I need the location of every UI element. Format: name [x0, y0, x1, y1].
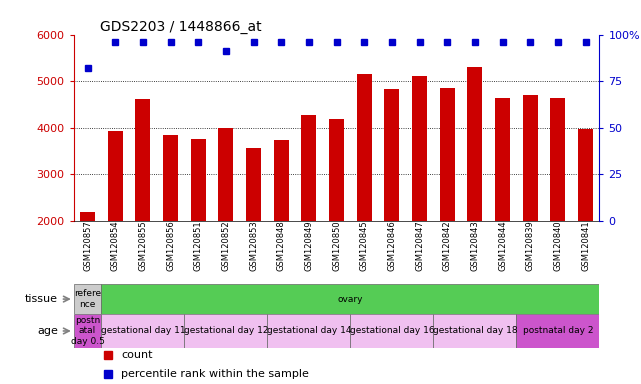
Bar: [495, 98, 510, 221]
Text: tissue: tissue: [25, 294, 58, 304]
Bar: [267, 314, 351, 348]
Text: GSM120848: GSM120848: [277, 221, 286, 271]
Text: GSM120854: GSM120854: [111, 221, 120, 271]
Text: GSM120841: GSM120841: [581, 221, 590, 271]
Text: GSM120839: GSM120839: [526, 221, 535, 271]
Text: GSM120857: GSM120857: [83, 221, 92, 271]
Bar: [246, 148, 261, 221]
Bar: [440, 88, 455, 221]
Bar: [433, 314, 517, 348]
Bar: [467, 67, 483, 221]
Text: GSM120844: GSM120844: [498, 221, 507, 271]
Bar: [190, 139, 206, 221]
Bar: [163, 135, 178, 221]
Bar: [517, 314, 599, 348]
Text: GSM120846: GSM120846: [387, 221, 396, 271]
Text: gestational day 18: gestational day 18: [433, 326, 517, 336]
Bar: [329, 119, 344, 221]
Text: GSM120843: GSM120843: [470, 221, 479, 271]
Bar: [351, 314, 433, 348]
Text: GSM120847: GSM120847: [415, 221, 424, 271]
Bar: [301, 114, 317, 221]
Text: GSM120845: GSM120845: [360, 221, 369, 271]
Bar: [274, 140, 289, 221]
Text: GDS2203 / 1448866_at: GDS2203 / 1448866_at: [100, 20, 262, 33]
Bar: [185, 314, 267, 348]
Text: gestational day 14: gestational day 14: [267, 326, 351, 336]
Bar: [74, 285, 101, 314]
Text: GSM120852: GSM120852: [221, 221, 230, 271]
Bar: [135, 99, 151, 221]
Text: postn
atal
day 0.5: postn atal day 0.5: [71, 316, 104, 346]
Text: GSM120851: GSM120851: [194, 221, 203, 271]
Bar: [108, 131, 123, 221]
Bar: [356, 74, 372, 221]
Bar: [522, 95, 538, 221]
Text: ovary: ovary: [338, 295, 363, 304]
Text: count: count: [121, 350, 153, 360]
Bar: [550, 98, 565, 221]
Text: gestational day 11: gestational day 11: [101, 326, 185, 336]
Bar: [412, 76, 427, 221]
Text: age: age: [37, 326, 58, 336]
Text: GSM120850: GSM120850: [332, 221, 341, 271]
Bar: [101, 314, 185, 348]
Text: gestational day 12: gestational day 12: [183, 326, 268, 336]
Text: GSM120840: GSM120840: [553, 221, 562, 271]
Text: GSM120853: GSM120853: [249, 221, 258, 271]
Text: refere
nce: refere nce: [74, 290, 101, 309]
Text: percentile rank within the sample: percentile rank within the sample: [121, 369, 309, 379]
Text: postnatal day 2: postnatal day 2: [522, 326, 593, 336]
Bar: [80, 212, 95, 221]
Bar: [74, 314, 101, 348]
Text: GSM120855: GSM120855: [138, 221, 147, 271]
Bar: [218, 127, 233, 221]
Text: GSM120849: GSM120849: [304, 221, 313, 271]
Text: GSM120856: GSM120856: [166, 221, 175, 271]
Bar: [578, 129, 593, 221]
Bar: [384, 89, 399, 221]
Text: gestational day 16: gestational day 16: [349, 326, 434, 336]
Text: GSM120842: GSM120842: [443, 221, 452, 271]
